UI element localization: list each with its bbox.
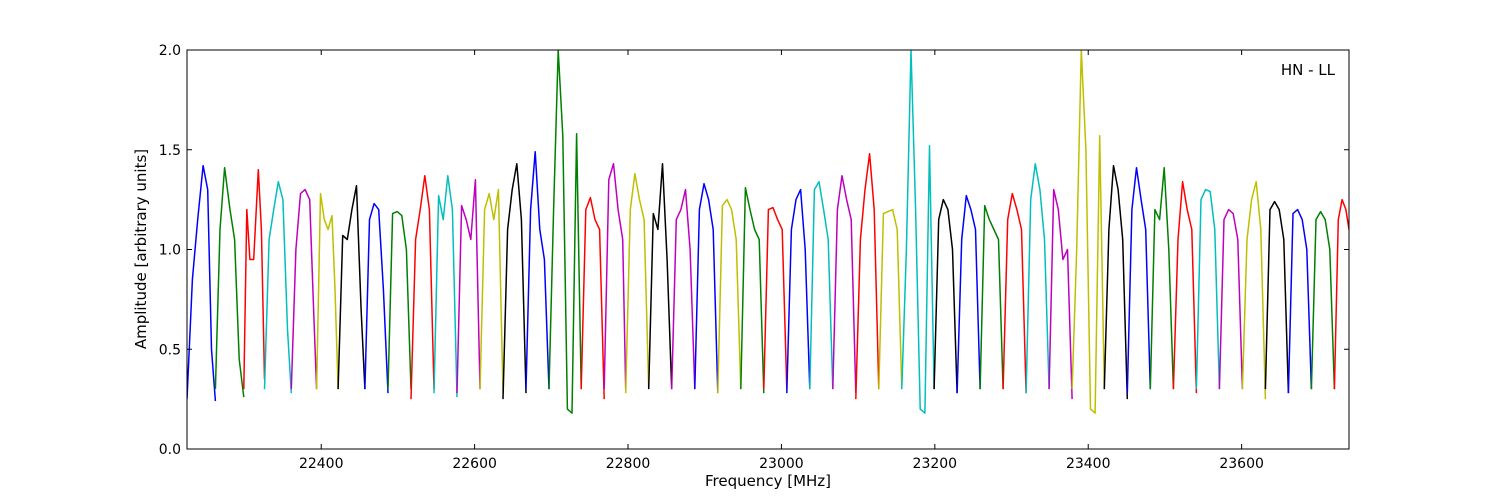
series-line-23 xyxy=(717,198,742,394)
series-line-46 xyxy=(1264,200,1290,394)
series-line-30 xyxy=(878,208,903,390)
series-line-8 xyxy=(364,202,389,394)
series-line-37 xyxy=(1048,188,1073,400)
series-line-25 xyxy=(763,206,788,390)
series-line-39 xyxy=(1103,164,1129,400)
series-line-22 xyxy=(694,182,719,394)
series-line-14 xyxy=(502,162,527,400)
series-line-13 xyxy=(479,188,504,394)
series-line-17 xyxy=(580,196,605,400)
series-line-28 xyxy=(832,174,857,394)
series-line-29 xyxy=(855,152,880,400)
series-line-12 xyxy=(456,178,481,394)
series-line-33 xyxy=(956,194,981,394)
plot-area xyxy=(187,50,1349,414)
series-line-41 xyxy=(1149,166,1175,390)
series-line-27 xyxy=(809,180,834,390)
series-line-1 xyxy=(187,164,217,402)
y-axis-label: Amplitude [arbitrary units] xyxy=(132,149,150,349)
annotation-label: HN - LL xyxy=(1281,61,1336,79)
y-tick-label: 1.5 xyxy=(159,143,181,159)
series-line-18 xyxy=(603,162,627,390)
series-line-38 xyxy=(1071,50,1106,414)
x-tick-label: 22800 xyxy=(606,456,651,472)
y-axis-ticks: 0.0 0.5 1.0 1.5 2.0 xyxy=(159,43,1349,458)
series-line-26 xyxy=(786,188,811,394)
series-line-43 xyxy=(1195,188,1221,390)
series-line-7 xyxy=(337,184,366,390)
y-tick-label: 1.0 xyxy=(159,243,181,259)
series-line-2 xyxy=(214,166,245,398)
series-line-34 xyxy=(979,204,1004,390)
series-line-4 xyxy=(263,180,293,394)
series-line-9 xyxy=(387,210,412,390)
series-line-24 xyxy=(740,186,765,394)
x-tick-label: 22600 xyxy=(452,456,497,472)
series-line-36 xyxy=(1025,162,1050,394)
series-line-45 xyxy=(1241,180,1267,400)
x-axis-label: Frequency [MHz] xyxy=(705,472,831,490)
series-line-49 xyxy=(1333,198,1349,390)
series-line-6 xyxy=(315,192,339,390)
x-tick-label: 23600 xyxy=(1219,456,1264,472)
series-line-42 xyxy=(1172,180,1198,394)
series-line-3 xyxy=(243,168,266,390)
y-tick-label: 0.5 xyxy=(159,342,181,358)
y-tick-label: 2.0 xyxy=(159,43,181,59)
series-line-40 xyxy=(1126,166,1152,394)
series-line-16 xyxy=(548,50,582,414)
series-line-20 xyxy=(647,162,673,390)
series-line-21 xyxy=(670,188,696,390)
series-line-48 xyxy=(1310,210,1336,390)
series-line-31 xyxy=(901,50,935,414)
series-line-5 xyxy=(290,188,318,390)
series-line-15 xyxy=(525,150,550,390)
series-line-44 xyxy=(1218,208,1244,390)
series-line-11 xyxy=(433,174,458,398)
series-line-35 xyxy=(1002,192,1027,394)
series-line-19 xyxy=(624,172,650,394)
y-tick-label: 0.0 xyxy=(159,442,181,458)
series-line-47 xyxy=(1287,208,1313,394)
x-tick-label: 23400 xyxy=(1066,456,1111,472)
x-axis-ticks: 22400 22600 22800 23000 23200 23400 23600 xyxy=(299,50,1264,472)
x-tick-label: 23200 xyxy=(913,456,958,472)
series-line-10 xyxy=(410,174,435,400)
series-line-32 xyxy=(933,198,958,394)
x-tick-label: 23000 xyxy=(759,456,804,472)
x-tick-label: 22400 xyxy=(299,456,344,472)
